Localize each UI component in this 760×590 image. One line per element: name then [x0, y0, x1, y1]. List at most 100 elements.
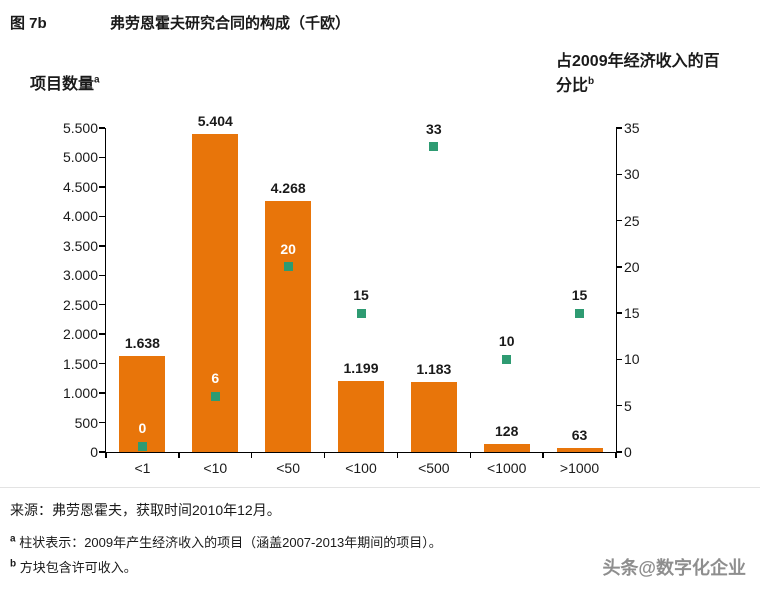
right-axis-tick — [616, 266, 622, 268]
chart-plot-area: 0 500 1.000 1.500 2.000 2.500 3.000 3.500 4.000 4… — [63, 113, 640, 476]
x-axis-tick — [542, 452, 544, 458]
footnote-a-text: 柱状表示：2009年产生经济收入的项目（涵盖2007-2013年期间的项目）。 — [19, 535, 442, 550]
scatter-point — [283, 262, 293, 272]
bar — [410, 382, 457, 452]
scatter-point — [137, 441, 147, 451]
x-axis-tick — [323, 452, 326, 458]
scatter-point — [429, 142, 439, 152]
right-axis-tick — [616, 127, 622, 129]
y-axis-label-left: 4.500 — [62, 178, 98, 195]
right-axis-tick — [616, 404, 622, 407]
x-axis-label: <50 — [276, 460, 300, 476]
bar — [265, 200, 312, 452]
x-axis-label: <500 — [418, 460, 450, 476]
y-axis-label-left: 5.500 — [62, 120, 98, 136]
left-axis-title-text: 项目数量 — [30, 76, 95, 93]
x-axis-tick — [396, 452, 399, 458]
left-axis-tick — [98, 362, 105, 365]
y-axis-label-left: 2.500 — [62, 296, 98, 313]
scatter-point — [502, 354, 512, 364]
y-axis-label-left: 0 — [90, 444, 98, 460]
right-axis-title: 占2009年经济收入的百 分比b — [556, 50, 752, 98]
left-axis-tick — [98, 392, 105, 394]
y-axis-label-left: 5.000 — [62, 149, 98, 166]
y-axis-label-right: 15 — [624, 305, 640, 322]
bar — [483, 444, 530, 452]
left-axis-tick — [98, 215, 105, 218]
scatter-point — [356, 308, 366, 318]
figure-title: 弗劳恩霍夫研究合同的构成（千欧） — [110, 15, 351, 32]
scatter-value-label: 20 — [280, 240, 296, 257]
footnote-b-text: 方块包含许可收入。 — [19, 560, 137, 575]
y-axis-label-right: 35 — [624, 120, 640, 136]
right-axis-title-sup: b — [588, 76, 595, 87]
footnote-a: a 柱状表示：2009年产生经济收入的项目（涵盖2007-2013年期间的项目）… — [10, 532, 442, 551]
x-axis-tick — [469, 452, 472, 458]
scatter-point — [575, 308, 585, 318]
left-axis-tick — [98, 274, 105, 277]
left-axis-tick — [98, 245, 105, 247]
bar-value-label: 4.268 — [270, 179, 306, 196]
scatter-value-label: 6 — [211, 370, 220, 387]
y-axis-label-left: 1.000 — [62, 385, 98, 402]
x-axis-label: <1000 — [487, 460, 527, 476]
bar — [119, 355, 166, 452]
right-axis-tick — [616, 219, 622, 222]
scatter-value-label: 33 — [426, 120, 442, 137]
left-axis-title-sup: a — [94, 74, 100, 86]
left-axis-tick — [98, 186, 105, 188]
x-axis-tick — [250, 452, 253, 458]
footnote-b: b 方块包含许可收入。 — [10, 557, 137, 576]
source-note: 来源：弗劳恩霍夫，获取时间2010年12月。 — [10, 502, 281, 518]
y-axis-label-right: 10 — [624, 351, 640, 368]
footer-divider — [0, 487, 760, 488]
bar-value-label: 1.183 — [416, 361, 452, 378]
left-axis-tick — [98, 127, 105, 129]
left-axis-tick — [98, 451, 105, 453]
scatter-value-label: 0 — [138, 420, 147, 436]
x-axis-label: >1000 — [559, 460, 600, 476]
x-axis-tick — [615, 452, 617, 458]
y-axis-label-left: 2.000 — [62, 326, 98, 343]
bar — [338, 381, 384, 452]
left-axis-tick — [98, 303, 105, 306]
bar-value-label: 128 — [495, 423, 519, 440]
bar-value-label: 1.638 — [124, 334, 160, 351]
y-axis-label-left: 4.000 — [62, 208, 98, 225]
right-axis-tick — [616, 358, 622, 361]
bar-value-label: 5.404 — [197, 112, 233, 129]
scatter-value-label: 15 — [353, 287, 369, 304]
right-axis-tick — [616, 451, 622, 453]
right-axis-tick — [616, 173, 622, 176]
footnote-b-sup: b — [10, 558, 17, 570]
x-axis-label: <100 — [345, 460, 377, 476]
left-axis-tick — [98, 333, 105, 335]
watermark: 头条@数字化企业 — [602, 558, 746, 578]
y-axis-label-right: 20 — [624, 258, 640, 275]
footnote-a-sup: a — [10, 533, 16, 545]
x-axis-tick — [178, 452, 180, 458]
y-axis-label-right: 30 — [624, 166, 640, 183]
right-axis-title-line1: 占2009年经济收入的百 — [556, 53, 720, 70]
y-axis-label-left: 3.500 — [62, 237, 98, 254]
bar-value-label: 63 — [571, 427, 588, 444]
right-axis-title-line2: 分比 — [556, 77, 589, 95]
scatter-point — [210, 391, 220, 401]
x-axis-label: <10 — [203, 460, 228, 476]
y-axis-label-right: 5 — [624, 397, 632, 414]
bar-value-label: 1.199 — [343, 360, 379, 377]
y-axis-label-left: 500 — [74, 414, 98, 431]
y-axis-label-right: 0 — [624, 444, 632, 460]
scatter-value-label: 15 — [571, 287, 588, 304]
y-axis-label-right: 25 — [624, 212, 640, 229]
left-axis-tick — [98, 421, 105, 424]
scatter-value-label: 10 — [498, 333, 515, 350]
bar — [192, 133, 239, 452]
right-axis-tick — [616, 312, 622, 314]
left-axis-title: 项目数量a — [30, 70, 100, 94]
x-axis-label: <1 — [134, 460, 151, 476]
bar — [556, 448, 603, 452]
x-axis-tick — [105, 452, 107, 458]
y-axis-label-left: 3.000 — [62, 267, 98, 284]
